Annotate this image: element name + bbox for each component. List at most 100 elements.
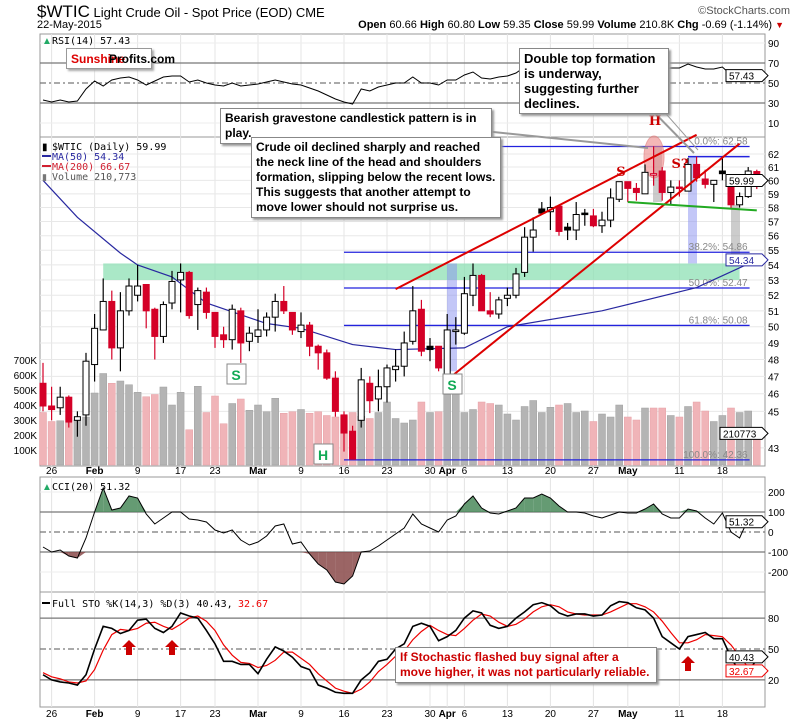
cci-last-value-box	[725, 515, 769, 529]
candle	[701, 169, 709, 189]
cci-axis-tick: 0	[768, 528, 774, 539]
price-axis-tick: 47	[768, 372, 780, 383]
price-axis-tick: 56	[768, 232, 780, 243]
candle	[435, 345, 443, 372]
low-value: 59.35	[503, 19, 531, 31]
volume-bar	[512, 419, 520, 466]
volume-icon: ▮	[42, 172, 47, 182]
price-legend: $WTIC (Daily) 59.99	[52, 142, 166, 153]
x-axis-tick: 16	[338, 709, 350, 720]
x-axis-tick: 27	[588, 709, 600, 720]
cci-fill	[344, 552, 353, 584]
volume-bar	[615, 404, 623, 466]
candle	[615, 181, 623, 203]
candle-body	[624, 181, 632, 189]
candle	[331, 371, 339, 417]
candle-body	[228, 308, 236, 341]
volume-bar	[718, 415, 727, 466]
x-axis-tick: 9	[135, 466, 141, 477]
x-axis-tick: 13	[502, 466, 514, 477]
volume-bar	[374, 412, 383, 466]
exchange: CME	[295, 5, 325, 20]
volume-bar	[400, 422, 408, 466]
x-axis-tick: May	[618, 709, 638, 720]
volume-bar	[366, 418, 374, 466]
volume-bar	[194, 386, 202, 466]
cci-axis-tick: 100	[768, 508, 785, 519]
candle	[323, 349, 331, 380]
cci-fill	[335, 552, 344, 584]
stockcharts-brand[interactable]: ©StockCharts.com	[698, 5, 790, 17]
candle-body	[650, 173, 658, 176]
volume-bar	[667, 415, 675, 466]
price-last-value: 59.99	[729, 176, 754, 187]
candle-body	[323, 352, 331, 379]
sto-d-last-value-box	[725, 664, 769, 678]
candle-body	[521, 236, 529, 273]
price-axis-tick: 57	[768, 218, 780, 229]
volume-bar	[572, 412, 580, 466]
candle	[56, 386, 64, 415]
candle	[598, 211, 606, 233]
volume-bar	[314, 411, 322, 466]
candle	[478, 273, 486, 312]
candle-body	[340, 414, 348, 434]
cci-legend: CCI(20) 51.32	[52, 482, 130, 493]
x-axis-tick: May	[618, 466, 638, 477]
watermark-box: Sunshine Profits.com	[66, 48, 175, 69]
cci-fill	[464, 496, 473, 512]
x-axis-tick: 16	[338, 466, 350, 477]
ma50-last-value-box	[725, 253, 769, 267]
candle	[426, 338, 434, 362]
volume-bar	[383, 401, 391, 466]
price-axis-tick: 55	[768, 246, 780, 257]
rsi-axis-tick: 70	[768, 59, 780, 70]
rsi-axis-tick: 90	[768, 39, 780, 50]
close-label: Close	[533, 19, 564, 31]
volume-bar	[65, 422, 73, 466]
candle	[357, 367, 365, 428]
price-axis-tick: 58	[768, 204, 780, 215]
candle-body	[675, 186, 683, 190]
x-axis-tick: 27	[588, 466, 600, 477]
volume-axis-tick: 600K	[14, 371, 38, 382]
candle	[134, 264, 142, 302]
candle	[280, 286, 288, 314]
candle	[168, 270, 176, 310]
volume-bar	[486, 403, 494, 466]
volume-bar	[417, 401, 426, 466]
rsi-last-value: 57.43	[729, 72, 754, 83]
candle	[495, 296, 503, 319]
candle	[99, 278, 107, 331]
volume-axis-tick: 300K	[14, 416, 38, 427]
candle-body	[349, 430, 357, 460]
candle	[374, 369, 382, 412]
ma50-last-value: 54.34	[729, 256, 754, 267]
candle	[607, 188, 615, 228]
candle-body	[374, 386, 382, 400]
candle-body	[91, 327, 99, 366]
volume-bar	[632, 419, 641, 466]
candle-body	[254, 329, 262, 337]
volume-bar	[710, 421, 718, 466]
volume-bar	[434, 411, 443, 466]
volume-bar	[142, 396, 150, 466]
resistance-zone	[103, 263, 740, 280]
volume-bar	[426, 412, 434, 466]
volume-bar	[624, 416, 632, 466]
price-axis-tick: 48	[768, 356, 780, 367]
callout-gravestone: Bearish gravestone candlestick pattern i…	[220, 108, 492, 144]
candle	[237, 307, 245, 363]
volume-bar	[262, 411, 271, 466]
price-axis-tick: 61	[768, 163, 780, 174]
left-shoulder-label-box	[226, 363, 247, 385]
channel-upper-line	[395, 133, 698, 290]
cci-fill	[550, 498, 559, 512]
candle	[667, 180, 675, 205]
price-axis-tick: 59	[768, 190, 780, 201]
rsi-axis-tick: 30	[768, 99, 780, 110]
sto-d-last-value: 32.67	[729, 667, 754, 678]
candle	[159, 301, 167, 343]
price-axis-tick: 53	[768, 276, 780, 287]
